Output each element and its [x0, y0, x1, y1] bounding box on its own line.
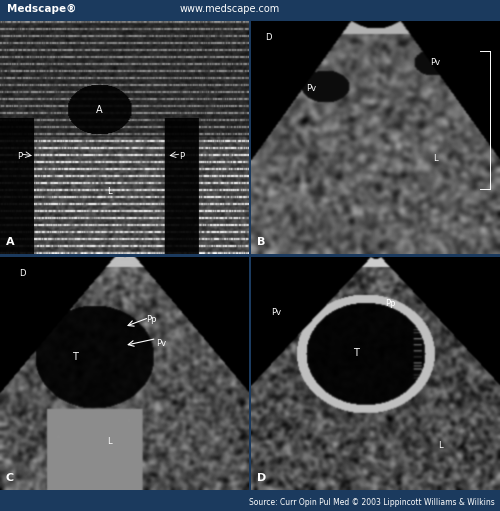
Text: L: L: [107, 187, 112, 196]
Text: Pv: Pv: [156, 339, 166, 347]
Text: Pv: Pv: [306, 84, 316, 93]
Text: P: P: [179, 152, 184, 160]
Text: www.medscape.com: www.medscape.com: [180, 5, 280, 14]
Text: D: D: [266, 33, 272, 42]
Text: Pv: Pv: [430, 58, 440, 67]
Text: Source: Curr Opin Pul Med © 2003 Lippincott Williams & Wilkins: Source: Curr Opin Pul Med © 2003 Lippinc…: [249, 498, 495, 507]
Text: Pp: Pp: [146, 315, 157, 324]
Text: L: L: [433, 154, 438, 163]
Text: D: D: [257, 473, 266, 483]
Text: A: A: [6, 237, 15, 247]
Text: P: P: [18, 152, 22, 160]
Text: A: A: [96, 105, 102, 114]
Text: Medscape®: Medscape®: [8, 4, 77, 14]
Text: Pv: Pv: [272, 309, 281, 317]
Text: C: C: [6, 473, 14, 483]
Text: T: T: [72, 352, 78, 362]
Text: B: B: [257, 237, 266, 247]
Text: L: L: [107, 436, 112, 446]
Text: D: D: [19, 269, 26, 278]
Text: Pp: Pp: [386, 299, 396, 308]
Text: L: L: [438, 441, 442, 450]
Text: T: T: [353, 347, 359, 358]
